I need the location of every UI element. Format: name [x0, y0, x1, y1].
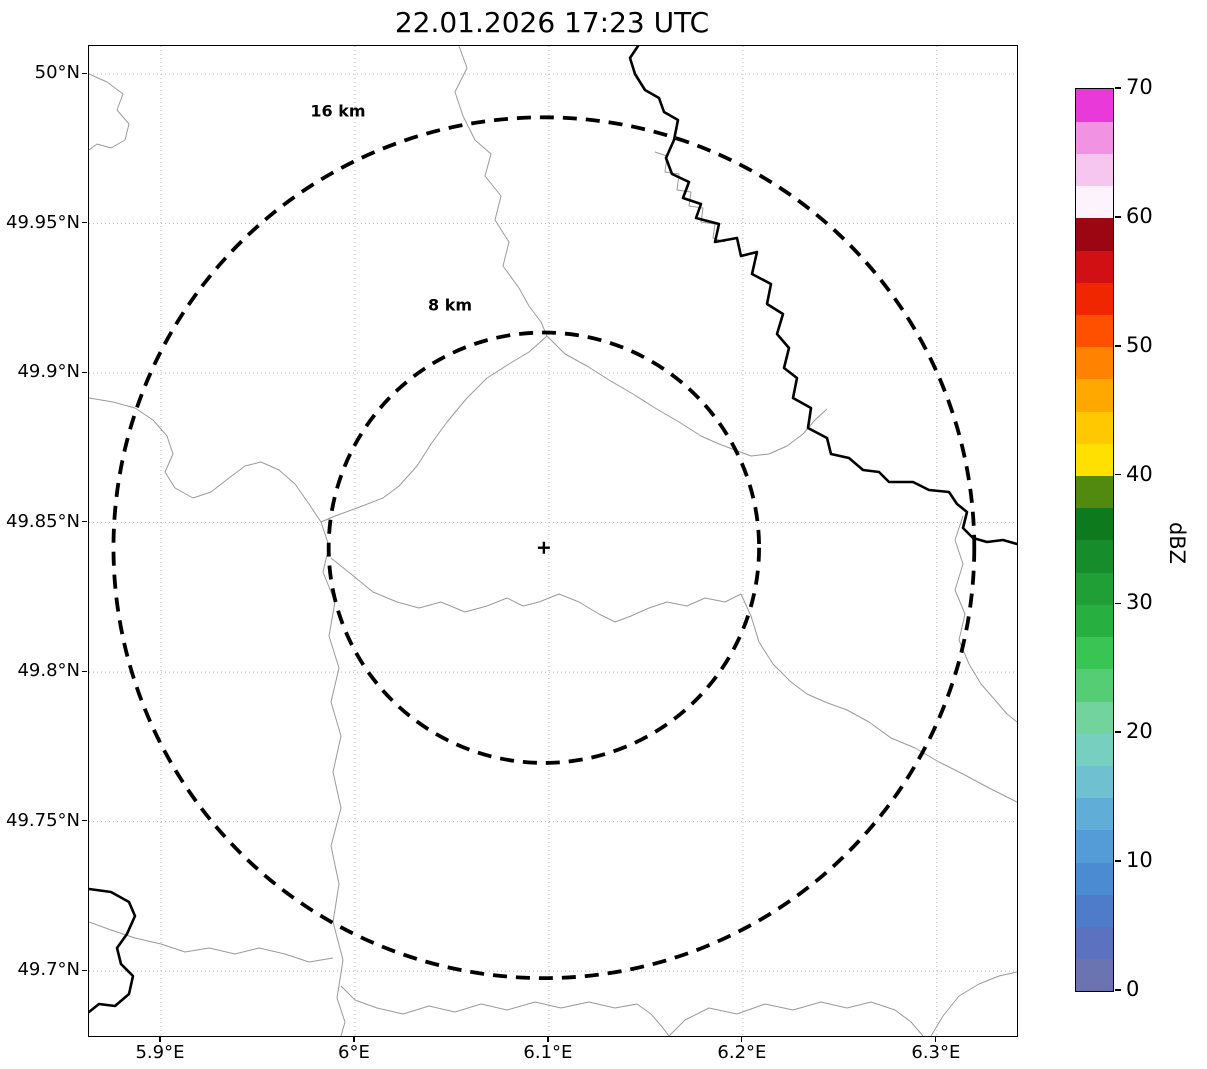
border-line — [89, 397, 322, 523]
border-line — [654, 151, 726, 243]
lat-tick-label: 49.85°N — [6, 510, 80, 532]
map-plot-area: 16 km 8 km — [88, 45, 1018, 1037]
colorbar-segment — [1076, 185, 1113, 219]
border-line — [954, 515, 1017, 723]
colorbar-segment — [1076, 153, 1113, 187]
range-ring-16km — [111, 115, 977, 981]
colorbar-segment — [1076, 89, 1113, 122]
border-line — [454, 46, 548, 337]
lon-tick-mark — [935, 1036, 937, 1042]
colorbar — [1075, 88, 1114, 992]
lon-tick-label: 6°E — [338, 1042, 370, 1063]
colorbar-segment — [1076, 572, 1113, 605]
lon-tick-mark — [159, 1036, 161, 1042]
colorbar-segment — [1076, 250, 1113, 283]
colorbar-tick-label: 40 — [1126, 461, 1153, 486]
lat-tick-label: 49.8°N — [17, 660, 80, 682]
lat-tick-label: 49.9°N — [17, 361, 80, 383]
colorbar-segment — [1076, 894, 1113, 928]
colorbar-segment — [1076, 314, 1113, 348]
river-line — [628, 46, 1017, 546]
border-line — [668, 1001, 924, 1036]
colorbar-segment — [1076, 701, 1113, 734]
colorbar-tick-label: 0 — [1126, 977, 1140, 1001]
border-line — [546, 335, 828, 457]
colorbar-tick-label: 30 — [1126, 590, 1153, 615]
border-line — [89, 921, 334, 963]
lon-tick-mark — [741, 1036, 743, 1042]
border-line — [930, 971, 1017, 1036]
colorbar-tick-label: 20 — [1126, 719, 1153, 744]
lat-tick-mark — [81, 969, 87, 971]
colorbar-segment — [1076, 217, 1113, 251]
colorbar-segment — [1076, 765, 1113, 799]
border-line — [340, 985, 670, 1036]
colorbar-segment — [1076, 797, 1113, 831]
lat-tick-label: 49.7°N — [17, 959, 80, 981]
colorbar-segment — [1076, 668, 1113, 702]
border-line — [330, 557, 1017, 803]
colorbar-tick-mark — [1114, 602, 1121, 605]
lat-tick-label: 50°N — [34, 62, 80, 84]
colorbar-segment — [1076, 121, 1113, 154]
colorbar-tick-mark — [1114, 473, 1121, 476]
lat-tick-mark — [81, 521, 87, 523]
colorbar-tick-mark — [1114, 989, 1121, 991]
plot-title: 22.01.2026 17:23 UTC — [394, 6, 710, 39]
lon-tick-mark — [353, 1036, 355, 1042]
colorbar-tick-label: 70 — [1126, 75, 1153, 99]
colorbar-segment — [1076, 733, 1113, 766]
colorbar-segment — [1076, 636, 1113, 670]
radar-map-svg — [89, 46, 1017, 1036]
lat-tick-mark — [81, 371, 87, 373]
lat-tick-label: 49.75°N — [6, 809, 80, 831]
colorbar-segment — [1076, 443, 1113, 477]
lat-tick-label: 49.95°N — [6, 211, 80, 233]
lon-tick-label: 6.2°E — [717, 1042, 767, 1063]
lon-tick-label: 6.3°E — [911, 1042, 961, 1063]
colorbar-segment — [1076, 540, 1113, 573]
colorbar-tick-mark — [1114, 87, 1121, 89]
colorbar-segment — [1076, 346, 1113, 380]
lat-tick-mark — [81, 222, 87, 224]
colorbar-tick-label: 50 — [1126, 332, 1153, 357]
lat-tick-mark — [81, 670, 87, 672]
colorbar-segment — [1076, 958, 1113, 992]
border-line — [89, 73, 130, 151]
colorbar-tick-label: 60 — [1126, 203, 1153, 228]
ring-label-16km: 16 km — [310, 101, 366, 121]
range-ring-8km — [326, 330, 761, 765]
lon-tick-mark — [547, 1036, 549, 1042]
colorbar-tick-mark — [1114, 731, 1121, 734]
ring-label-8km: 8 km — [427, 295, 473, 315]
lat-tick-mark — [81, 72, 87, 74]
colorbar-tick-label: 10 — [1126, 848, 1153, 873]
colorbar-segment — [1076, 829, 1113, 863]
colorbar-segment — [1076, 411, 1113, 444]
colorbar-segment — [1076, 604, 1113, 638]
colorbar-segment — [1076, 282, 1113, 315]
lon-tick-label: 6.1°E — [523, 1042, 573, 1063]
colorbar-tick-mark — [1114, 860, 1121, 862]
river-line — [89, 887, 137, 1014]
colorbar-segment — [1076, 926, 1113, 960]
colorbar-axis-label: dBZ — [1165, 521, 1189, 565]
colorbar-segment — [1076, 507, 1113, 541]
lon-tick-label: 5.9°E — [135, 1042, 185, 1063]
lat-tick-mark — [81, 820, 87, 822]
colorbar-segment — [1076, 862, 1113, 895]
colorbar-segment — [1076, 475, 1113, 509]
border-line — [320, 335, 548, 1036]
colorbar-tick-mark — [1114, 216, 1121, 218]
colorbar-tick-mark — [1114, 344, 1121, 347]
colorbar-segment — [1076, 378, 1113, 412]
